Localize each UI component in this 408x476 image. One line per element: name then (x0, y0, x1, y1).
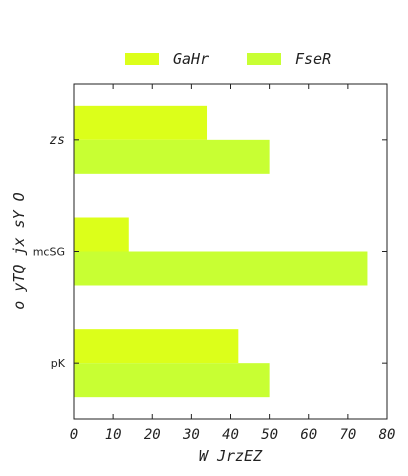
x-tick-label: 20 (144, 427, 161, 443)
x-axis: 0 10 20 30 40 50 60 70 80 (70, 84, 396, 443)
x-tick-label: 0 (70, 427, 78, 443)
y-tick-label: mcSG (33, 246, 65, 259)
legend-label-GaHr: GaHr (173, 50, 209, 68)
y-tick-label: pK (51, 357, 66, 370)
x-tick-label: 70 (339, 427, 356, 443)
bar-FseR-mcSG (74, 251, 368, 286)
legend-swatch-GaHr (125, 53, 159, 65)
y-axis: zs mcSG pK (33, 133, 387, 370)
x-tick-label: 60 (300, 427, 317, 443)
x-tick-label: 80 (379, 427, 396, 443)
x-tick-label: 40 (222, 427, 239, 443)
bar-GaHr-pK (74, 329, 239, 364)
bar-GaHr-mcSG (74, 217, 129, 252)
bar-FseR-zs (74, 139, 270, 174)
x-axis-title: W JrzEZ (199, 447, 263, 465)
legend-swatch-FseR (247, 53, 281, 65)
x-tick-label: 50 (261, 427, 278, 443)
legend-label-FseR: FseR (295, 50, 331, 68)
y-tick-label: zs (49, 133, 65, 148)
y-axis-title: o yTQ jx sY O (10, 192, 28, 309)
bars (74, 105, 368, 398)
x-tick-label: 10 (105, 427, 122, 443)
bar-GaHr-zs (74, 105, 208, 140)
bar-FseR-pK (74, 363, 270, 398)
x-tick-label: 30 (182, 427, 200, 443)
legend: GaHr FseR (125, 50, 331, 68)
